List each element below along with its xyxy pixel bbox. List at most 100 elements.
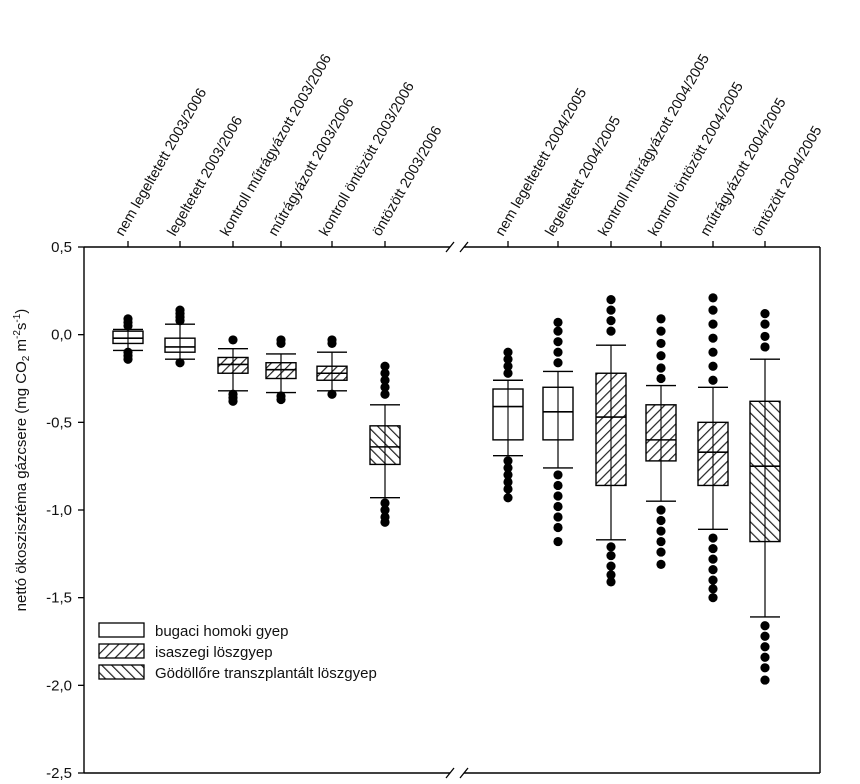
category-label: műtrágyázott 2003/2006 [266, 96, 358, 239]
outlier-point [708, 347, 718, 357]
outlier-point [708, 575, 718, 585]
box-group [542, 317, 574, 547]
outlier-point [276, 338, 286, 349]
outlier-point [656, 373, 666, 384]
box-group [112, 314, 144, 364]
y-tick-label: -1,5 [46, 590, 72, 607]
axis-break-mark [459, 767, 469, 779]
box-group [265, 335, 297, 405]
category-label: nem legeltetett 2003/2006 [113, 86, 211, 239]
outlier-point [503, 463, 513, 473]
outlier-point [760, 631, 770, 641]
legend-swatch [98, 622, 145, 638]
outlier-point [503, 361, 513, 371]
outlier-point [380, 517, 390, 527]
outlier-point [708, 565, 718, 575]
outlier-point [228, 335, 238, 345]
box-group [369, 361, 401, 527]
outlier-point [553, 347, 563, 357]
outlier-point [656, 559, 666, 569]
outlier-point [708, 593, 718, 603]
outlier-point [606, 550, 616, 561]
y-tick-label: -2,0 [46, 677, 72, 694]
outlier-point [708, 333, 718, 343]
outlier-point [380, 498, 390, 508]
outlier-point [760, 642, 770, 652]
outlier-point [708, 319, 718, 329]
outlier-point [760, 309, 770, 319]
outlier-point [553, 512, 563, 522]
outlier-point [380, 389, 390, 399]
box-group [595, 295, 627, 587]
outlier-point [123, 314, 133, 324]
outlier-point [606, 295, 616, 305]
outlier-point [656, 314, 666, 324]
outlier-point [503, 484, 513, 494]
axis-break-mark [459, 241, 469, 253]
outlier-point [553, 536, 563, 547]
outlier-point [760, 621, 770, 631]
outlier-point [553, 358, 563, 368]
y-tick-label: -0,5 [46, 414, 72, 431]
outlier-point [656, 536, 666, 547]
outlier-point [503, 470, 513, 480]
outlier-point [708, 293, 718, 303]
outlier-point [503, 456, 513, 466]
box-group [645, 314, 677, 569]
box-group [492, 347, 524, 503]
outlier-point [760, 675, 770, 685]
outlier-point [656, 547, 666, 557]
box-group [316, 335, 348, 399]
outlier-point [656, 505, 666, 515]
outlier-point [760, 319, 770, 329]
outlier-point [656, 338, 666, 349]
outlier-point [553, 501, 563, 512]
outlier-point [606, 542, 616, 552]
legend-label: Gödöllőre transzplantált löszgyep [155, 665, 377, 682]
outlier-point [656, 515, 666, 526]
outlier-point [380, 505, 390, 515]
outlier-point [656, 363, 666, 373]
outlier-point [380, 368, 390, 378]
outlier-point [708, 375, 718, 385]
outlier-point [175, 358, 185, 368]
outlier-point [760, 652, 770, 662]
y-axis-title: nettó ökoszisztéma gázcsere (mg CO2 m-2s… [12, 309, 32, 612]
legend-swatch [98, 664, 145, 680]
outlier-point [708, 584, 718, 594]
outlier-point [708, 533, 718, 543]
category-label: kontroll öntözött 2004/2005 [646, 79, 747, 239]
outlier-point [503, 368, 513, 378]
boxes [112, 293, 781, 685]
outlier-point [708, 554, 718, 564]
outlier-point [228, 396, 238, 406]
outlier-point [606, 316, 616, 326]
outlier-point [380, 382, 390, 392]
outlier-point [606, 305, 616, 315]
outlier-point [327, 389, 337, 399]
outlier-point [708, 361, 718, 371]
outlier-point [327, 338, 337, 349]
outlier-point [708, 543, 718, 554]
axis-break-mark [445, 767, 455, 779]
outlier-point [708, 305, 718, 315]
outlier-point [276, 394, 286, 405]
outlier-point [606, 561, 616, 571]
y-tick-label: 0,0 [51, 327, 72, 344]
outlier-point [380, 361, 390, 371]
outlier-point [553, 326, 563, 336]
outlier-point [760, 663, 770, 673]
category-label: kontroll öntözött 2003/2006 [317, 79, 418, 239]
outlier-point [503, 477, 513, 487]
outlier-point [553, 480, 563, 491]
outlier-point [175, 305, 185, 315]
outlier-point [656, 326, 666, 336]
legend: bugaci homoki gyep isaszegi löszgyep Gödöl… [98, 622, 377, 682]
outlier-point [503, 347, 513, 357]
outlier-point [503, 354, 513, 364]
outlier-point [656, 526, 666, 536]
box-group [749, 309, 781, 685]
y-tick-label: -1,0 [46, 502, 72, 519]
